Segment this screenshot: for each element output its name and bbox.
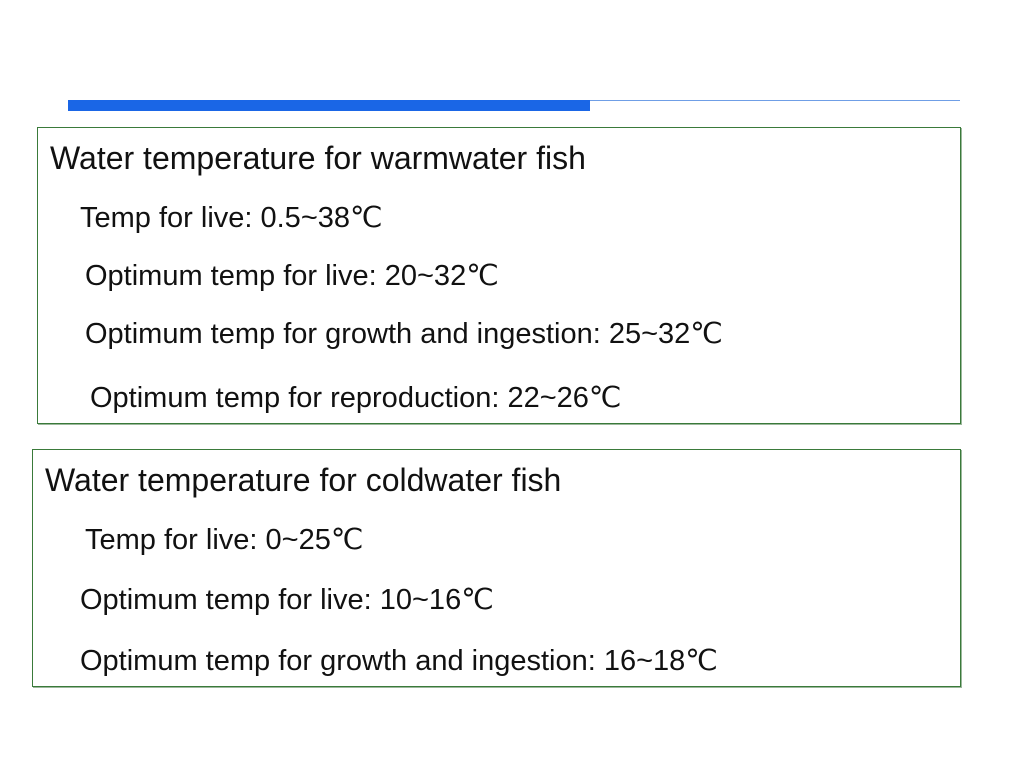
section-title: Water temperature for warmwater fish <box>50 140 586 176</box>
section-box <box>32 449 961 687</box>
item: Optimum temp for growth and ingestion: 1… <box>80 645 718 677</box>
item: Temp for live: 0~25℃ <box>85 524 364 556</box>
item: Optimum temp for reproduction: 22~26℃ <box>90 382 622 414</box>
accent-bar <box>68 100 590 111</box>
item: Temp for live: 0.5~38℃ <box>80 202 383 234</box>
section-box <box>37 127 961 424</box>
section-title: Water temperature for coldwater fish <box>45 462 562 498</box>
item: Optimum temp for live: 20~32℃ <box>85 260 499 292</box>
accent-line <box>590 100 960 101</box>
item: Optimum temp for growth and ingestion: 2… <box>85 318 723 350</box>
item: Optimum temp for live: 10~16℃ <box>80 584 494 616</box>
